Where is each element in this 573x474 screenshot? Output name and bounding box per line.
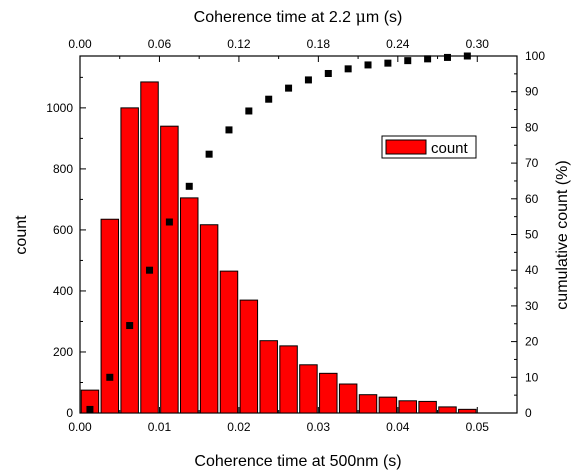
cumulative-point [165, 218, 173, 226]
cumulative-point [424, 55, 432, 63]
cumulative-point [245, 107, 253, 115]
bar [100, 218, 120, 414]
bar [219, 270, 239, 414]
cumulative-point [205, 150, 213, 158]
cumulative-point [443, 53, 451, 61]
bar [418, 400, 437, 414]
bar [259, 340, 278, 414]
right-tick-label: 20 [525, 335, 539, 349]
bottom-tick-label: 0.01 [148, 420, 172, 434]
top-tick-label: 0.30 [466, 37, 490, 51]
bar [80, 389, 100, 414]
cumulative-point [106, 373, 114, 381]
left-tick-label: 800 [53, 162, 73, 176]
bar [358, 394, 378, 414]
cumulative-point [304, 76, 312, 84]
cumulative-point [225, 126, 233, 134]
right-axis-title: cumulative count (%) [554, 160, 571, 309]
bar [199, 224, 219, 414]
right-tick-label: 30 [525, 299, 539, 313]
bar [438, 406, 457, 414]
bar [239, 299, 259, 414]
ticks-layer: 0.00 0.01 0.02 0.03 0.04 0.05 0.00 0.06 0.12 0.18… [46, 37, 545, 434]
cumulative-point [285, 84, 293, 92]
bottom-tick-label: 0.05 [466, 420, 490, 434]
left-tick-label: 0 [66, 406, 73, 420]
top-tick-label: 0.18 [307, 37, 331, 51]
cumulative-point [324, 69, 332, 77]
right-tick-label: 80 [525, 120, 539, 134]
cumulative-points-layer [86, 52, 471, 413]
bottom-tick-label: 0.04 [386, 420, 410, 434]
top-tick-label: 0.06 [148, 37, 172, 51]
cumulative-point [265, 95, 273, 103]
bar [279, 345, 298, 414]
left-tick-label: 400 [53, 284, 73, 298]
legend-swatch [385, 139, 427, 155]
right-tick-label: 40 [525, 263, 539, 277]
left-tick-label: 600 [53, 223, 73, 237]
left-axis-title: count [13, 215, 30, 255]
bar [319, 372, 338, 414]
bar [140, 81, 159, 414]
bar [120, 107, 139, 414]
bottom-tick-label: 0.02 [227, 420, 251, 434]
bottom-tick-label: 0.03 [307, 420, 331, 434]
bar [299, 364, 318, 414]
right-tick-label: 50 [525, 228, 539, 242]
legend: count [381, 135, 477, 159]
cumulative-point [384, 59, 392, 67]
right-tick-label: 100 [525, 49, 545, 63]
top-axis-title: Coherence time at 2.2 μm (s) [194, 7, 403, 26]
cumulative-point [364, 61, 372, 69]
legend-label: count [431, 140, 469, 157]
left-tick-label: 1000 [46, 101, 73, 115]
bars-layer [80, 81, 477, 414]
right-tick-label: 0 [525, 406, 532, 420]
top-tick-label: 0.24 [386, 37, 410, 51]
bottom-axis-title: Coherence time at 500nm (s) [194, 453, 401, 470]
right-tick-label: 90 [525, 85, 539, 99]
top-tick-label: 0.12 [227, 37, 251, 51]
cumulative-point [146, 266, 154, 274]
cumulative-point [463, 52, 471, 60]
cumulative-point [404, 57, 412, 65]
bottom-tick-label: 0.00 [68, 420, 92, 434]
bar [160, 125, 179, 414]
right-tick-label: 60 [525, 192, 539, 206]
bar [378, 396, 398, 414]
bar [398, 400, 417, 414]
cumulative-point [344, 65, 352, 73]
right-tick-label: 10 [525, 370, 539, 384]
bar [338, 383, 358, 414]
right-tick-label: 70 [525, 156, 539, 170]
cumulative-point [86, 405, 94, 413]
top-tick-label: 0.00 [68, 37, 92, 51]
bar [180, 197, 199, 414]
cumulative-point [185, 182, 193, 190]
cumulative-point [126, 322, 134, 330]
bar [458, 408, 477, 414]
left-tick-label: 200 [53, 345, 73, 359]
